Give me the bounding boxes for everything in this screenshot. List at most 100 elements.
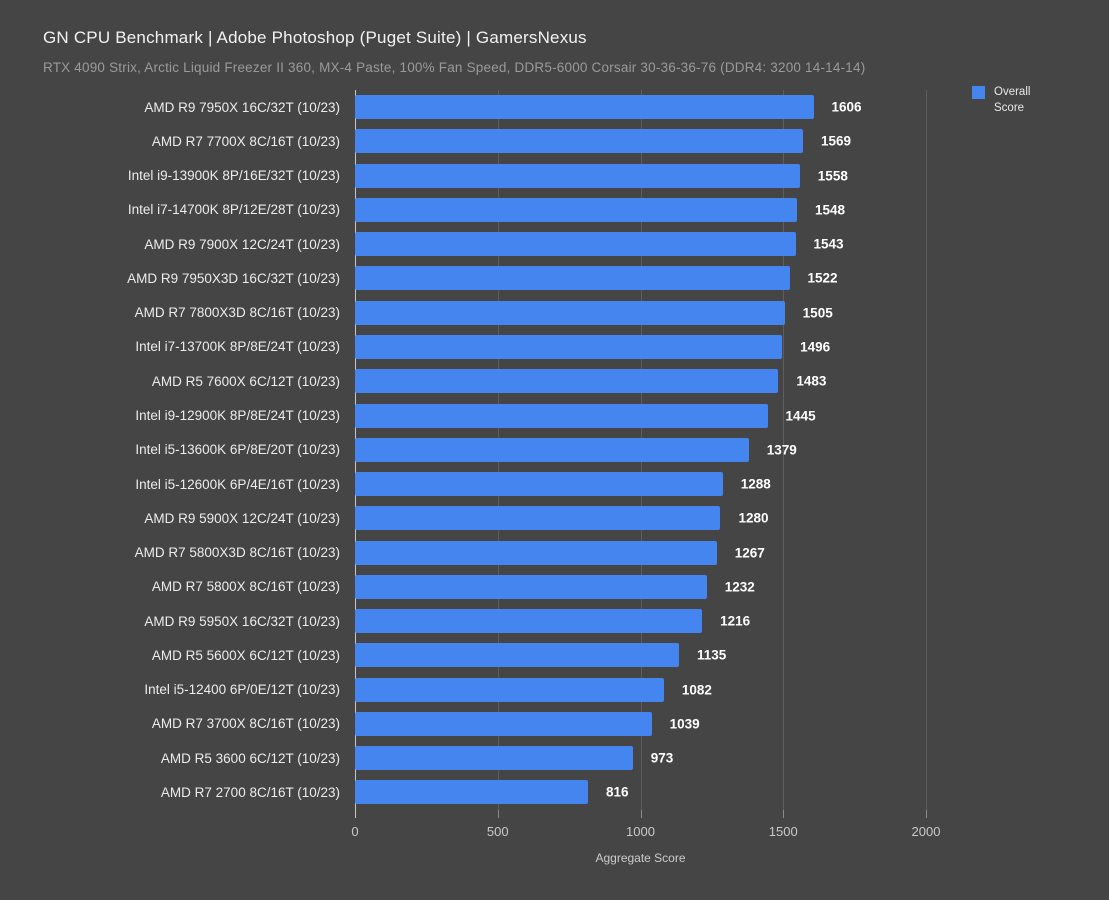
bar-track: 816 — [355, 780, 1109, 805]
cpu-label: Intel i9-13900K 8P/16E/32T (10/23) — [127, 168, 340, 184]
score-value: 816 — [605, 784, 629, 800]
cpu-label: Intel i5-12400 6P/0E/12T (10/23) — [144, 682, 340, 698]
table-row: AMD R9 7950X 16C/32T (10/23) 1606 — [0, 90, 1109, 124]
cpu-label: AMD R7 7700X 8C/16T (10/23) — [151, 133, 340, 149]
bar-track: 1216 — [355, 609, 1109, 634]
tick-label-2000: 2000 — [911, 824, 941, 839]
table-row: Intel i5-13600K 6P/8E/20T (10/23) 1379 — [0, 433, 1109, 467]
score-value: 1445 — [785, 408, 816, 424]
bar-track: 1288 — [355, 472, 1109, 497]
table-row: AMD R9 7950X3D 16C/32T (10/23) 1522 — [0, 261, 1109, 295]
score-bar — [355, 643, 680, 668]
chart-subtitle: RTX 4090 Strix, Arctic Liquid Freezer II… — [43, 60, 866, 75]
tick-mark-1000 — [640, 810, 642, 818]
score-value: 1543 — [813, 236, 844, 252]
score-bar — [355, 334, 783, 359]
table-row: AMD R5 3600 6C/12T (10/23) 973 — [0, 741, 1109, 775]
tick-label-500: 500 — [486, 824, 509, 839]
cpu-label: AMD R7 5800X 8C/16T (10/23) — [151, 579, 340, 595]
score-value: 1483 — [796, 373, 827, 389]
bar-track: 1522 — [355, 266, 1109, 291]
table-row: AMD R5 5600X 6C/12T (10/23) 1135 — [0, 638, 1109, 672]
bar-track: 1483 — [355, 369, 1109, 394]
tick-mark-0 — [355, 810, 356, 818]
tick-label-1000: 1000 — [626, 824, 655, 839]
score-bar — [355, 780, 588, 805]
score-bar — [355, 506, 721, 531]
bar-track: 1606 — [355, 95, 1109, 120]
cpu-label: Intel i9-12900K 8P/8E/24T (10/23) — [135, 408, 340, 424]
score-bar — [355, 711, 652, 736]
score-value: 1280 — [738, 510, 769, 526]
cpu-label: Intel i7-13700K 8P/8E/24T (10/23) — [135, 339, 340, 355]
table-row: AMD R9 5900X 12C/24T (10/23) 1280 — [0, 501, 1109, 535]
table-row: AMD R9 5950X 16C/32T (10/23) 1216 — [0, 604, 1109, 638]
bar-track: 1232 — [355, 574, 1109, 599]
score-bar — [355, 95, 814, 120]
bar-track: 1543 — [355, 232, 1109, 257]
bar-track: 1496 — [355, 334, 1109, 359]
score-value: 1082 — [681, 682, 712, 698]
legend: Overall Score — [972, 85, 1040, 116]
bar-track: 1569 — [355, 129, 1109, 154]
score-bar — [355, 197, 797, 222]
score-value: 1267 — [734, 545, 765, 561]
cpu-label: AMD R7 2700 8C/16T (10/23) — [160, 784, 340, 800]
score-value: 1522 — [807, 270, 838, 286]
score-bar — [355, 540, 717, 565]
table-row: Intel i9-13900K 8P/16E/32T (10/23) 1558 — [0, 159, 1109, 193]
score-value: 1558 — [817, 168, 848, 184]
cpu-label: AMD R7 3700X 8C/16T (10/23) — [151, 716, 340, 732]
cpu-label: AMD R5 5600X 6C/12T (10/23) — [151, 647, 340, 663]
score-value: 973 — [650, 750, 674, 766]
table-row: Intel i7-14700K 8P/12E/28T (10/23) 1548 — [0, 193, 1109, 227]
score-bar — [355, 574, 707, 599]
table-row: AMD R7 5800X3D 8C/16T (10/23) 1267 — [0, 535, 1109, 569]
legend-label: Overall Score — [994, 86, 1031, 114]
score-value: 1548 — [814, 202, 845, 218]
cpu-label: AMD R5 7600X 6C/12T (10/23) — [151, 373, 340, 389]
bar-track: 1082 — [355, 677, 1109, 702]
table-row: AMD R7 2700 8C/16T (10/23) 816 — [0, 775, 1109, 809]
bar-track: 1379 — [355, 437, 1109, 462]
gridline-1500 — [783, 90, 785, 818]
score-bar — [355, 369, 779, 394]
tick-mark-2000 — [926, 810, 927, 818]
score-value: 1216 — [720, 613, 751, 629]
gridline-2000 — [926, 90, 927, 818]
tick-mark-500 — [497, 810, 499, 818]
cpu-label: Intel i5-12600K 6P/4E/16T (10/23) — [135, 476, 340, 492]
score-bar — [355, 437, 749, 462]
bar-track: 1280 — [355, 506, 1109, 531]
tick-mark-1500 — [783, 810, 785, 818]
table-row: Intel i5-12600K 6P/4E/16T (10/23) 1288 — [0, 467, 1109, 501]
cpu-label: AMD R9 5950X 16C/32T (10/23) — [144, 613, 340, 629]
bar-track: 1135 — [355, 643, 1109, 668]
score-value: 1135 — [697, 647, 727, 663]
table-row: AMD R7 5800X 8C/16T (10/23) 1232 — [0, 570, 1109, 604]
score-bar — [355, 403, 768, 428]
score-bar — [355, 472, 723, 497]
x-axis-tick-labels: 0 500 1000 1500 2000 — [351, 824, 940, 840]
cpu-label: AMD R9 7900X 12C/24T (10/23) — [144, 236, 340, 252]
cpu-label: AMD R7 7800X3D 8C/16T (10/23) — [134, 305, 340, 321]
score-value: 1379 — [766, 442, 797, 458]
table-row: AMD R7 7700X 8C/16T (10/23) 1569 — [0, 124, 1109, 158]
table-row: Intel i5-12400 6P/0E/12T (10/23) 1082 — [0, 673, 1109, 707]
table-row: AMD R7 3700X 8C/16T (10/23) 1039 — [0, 707, 1109, 741]
score-bar — [355, 746, 633, 771]
score-bar — [355, 677, 664, 702]
score-bar — [355, 266, 790, 291]
bar-track: 1267 — [355, 540, 1109, 565]
score-value: 1505 — [802, 305, 833, 321]
cpu-label: AMD R7 5800X3D 8C/16T (10/23) — [134, 545, 340, 561]
cpu-label: Intel i5-13600K 6P/8E/20T (10/23) — [135, 442, 340, 458]
cpu-label: AMD R9 5900X 12C/24T (10/23) — [144, 510, 340, 526]
table-row: AMD R7 7800X3D 8C/16T (10/23) 1505 — [0, 296, 1109, 330]
x-axis-tick-marks — [355, 810, 927, 818]
score-bar — [355, 129, 803, 154]
bar-track: 1039 — [355, 711, 1109, 736]
bar-track: 973 — [355, 746, 1109, 771]
score-bar — [355, 163, 800, 188]
score-bar — [355, 232, 796, 257]
